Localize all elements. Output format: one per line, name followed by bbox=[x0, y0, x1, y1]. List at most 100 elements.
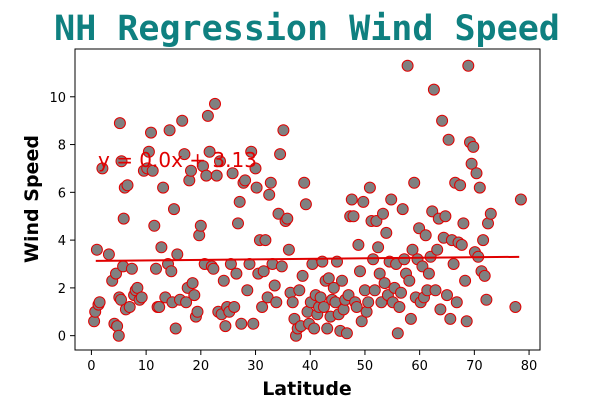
x-tick-label: 80 bbox=[521, 359, 538, 374]
data-point bbox=[186, 277, 199, 290]
data-point bbox=[447, 258, 460, 270]
data-point bbox=[171, 248, 184, 261]
y-tick-label: 4 bbox=[58, 234, 66, 249]
data-point bbox=[306, 258, 319, 270]
y-axis: 0 2 4 6 8 10 bbox=[49, 91, 75, 345]
data-point bbox=[169, 322, 182, 335]
data-point bbox=[125, 262, 138, 275]
y-tick-label: 8 bbox=[58, 139, 66, 154]
data-point bbox=[180, 296, 193, 309]
data-point bbox=[145, 126, 157, 139]
data-point bbox=[233, 195, 246, 208]
y-tick-label: 0 bbox=[58, 330, 66, 345]
data-point bbox=[473, 181, 486, 194]
data-point bbox=[317, 301, 330, 313]
data-point bbox=[115, 155, 128, 168]
data-point bbox=[224, 258, 237, 270]
data-point bbox=[228, 301, 241, 313]
data-point bbox=[403, 274, 416, 287]
data-point bbox=[454, 179, 467, 192]
regression-line bbox=[95, 255, 520, 262]
regression-equation: y = 0.0x + 3.13 bbox=[98, 148, 257, 172]
data-point bbox=[465, 157, 478, 170]
data-point bbox=[165, 265, 178, 278]
data-point bbox=[327, 281, 340, 294]
x-tick-label: 10 bbox=[138, 359, 155, 374]
data-point bbox=[298, 176, 311, 189]
data-point bbox=[396, 203, 409, 216]
data-point bbox=[442, 133, 455, 146]
data-point bbox=[404, 312, 417, 325]
data-point bbox=[450, 296, 463, 309]
y-tick-label: 10 bbox=[49, 91, 66, 106]
data-point bbox=[427, 83, 440, 96]
x-tick-label: 20 bbox=[193, 359, 210, 374]
data-point bbox=[210, 169, 223, 182]
data-point bbox=[457, 217, 470, 230]
points-layer bbox=[88, 59, 527, 342]
data-point bbox=[256, 301, 269, 313]
data-point bbox=[373, 267, 386, 280]
data-point bbox=[232, 217, 244, 230]
data-point bbox=[219, 320, 232, 333]
data-point bbox=[235, 317, 248, 330]
x-tick-label: 60 bbox=[411, 359, 428, 374]
data-point bbox=[250, 181, 263, 194]
data-point bbox=[441, 289, 453, 302]
data-point bbox=[135, 291, 148, 304]
x-tick-label: 40 bbox=[302, 359, 319, 374]
data-point bbox=[470, 167, 483, 180]
data-point bbox=[436, 114, 449, 127]
data-point bbox=[110, 267, 122, 280]
data-point bbox=[401, 59, 414, 72]
data-point bbox=[146, 164, 159, 177]
data-point bbox=[155, 241, 168, 254]
data-point bbox=[157, 181, 170, 194]
data-point bbox=[188, 289, 201, 302]
plot-area-frame bbox=[74, 48, 541, 351]
y-axis-label: Wind Speed bbox=[21, 135, 43, 263]
x-tick-label: 50 bbox=[357, 359, 374, 374]
x-tick-label: 30 bbox=[247, 359, 264, 374]
data-point bbox=[336, 274, 348, 287]
data-point bbox=[363, 181, 376, 194]
data-point bbox=[480, 293, 493, 306]
data-point bbox=[102, 248, 115, 261]
data-point bbox=[439, 210, 452, 223]
data-point bbox=[429, 284, 442, 297]
data-point bbox=[275, 260, 288, 273]
data-point bbox=[462, 59, 475, 72]
data-point bbox=[406, 243, 419, 256]
data-point bbox=[226, 167, 239, 180]
x-tick-label: 70 bbox=[466, 359, 483, 374]
data-point bbox=[308, 322, 321, 335]
data-point bbox=[148, 219, 161, 232]
data-point bbox=[93, 296, 106, 309]
data-point bbox=[368, 284, 381, 297]
data-point bbox=[322, 272, 335, 285]
data-point bbox=[176, 114, 189, 127]
regression-layer bbox=[95, 255, 520, 262]
data-point bbox=[299, 198, 312, 211]
data-point bbox=[112, 329, 125, 342]
data-point bbox=[398, 253, 411, 266]
data-point bbox=[247, 317, 260, 330]
data-point bbox=[249, 162, 262, 175]
data-point bbox=[422, 267, 435, 280]
data-point bbox=[217, 274, 230, 287]
data-point bbox=[460, 315, 473, 328]
data-point bbox=[296, 269, 309, 282]
data-point bbox=[259, 234, 272, 247]
data-point bbox=[121, 179, 134, 192]
data-point bbox=[274, 148, 287, 161]
data-point bbox=[282, 243, 295, 256]
data-point bbox=[268, 279, 281, 292]
data-point bbox=[286, 296, 299, 309]
chart-title: NH Regression Wind Speed bbox=[54, 9, 560, 49]
data-point bbox=[372, 241, 385, 254]
data-point bbox=[354, 265, 366, 278]
data-point bbox=[191, 305, 204, 318]
data-point bbox=[209, 97, 221, 110]
data-point bbox=[142, 145, 155, 158]
data-point bbox=[444, 312, 457, 325]
